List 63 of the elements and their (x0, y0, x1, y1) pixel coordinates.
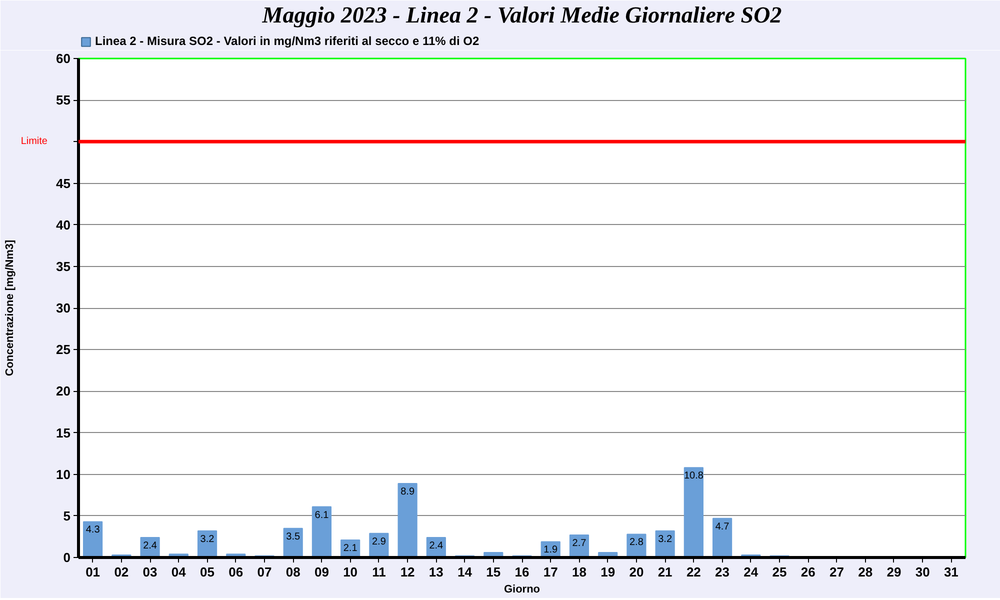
ref-line-label: Limite (20, 136, 48, 148)
data-label: 3.2 (200, 534, 215, 545)
x-tick-label: 02 (114, 564, 129, 580)
y-tick-label: 35 (56, 258, 71, 274)
legend-label: Linea 2 - Misura SO2 - Valori in mg/Nm3 riferiti al secco e 11% di O2 (95, 34, 480, 48)
x-tick-label: 09 (314, 564, 329, 580)
y-axis-title: Concentrazione [mg/Nm3] (4, 240, 16, 376)
x-tick-label: 17 (543, 564, 558, 580)
y-tick-label: 60 (56, 51, 71, 66)
data-label: 2.1 (343, 543, 358, 554)
x-tick-label: 12 (400, 564, 415, 580)
x-tick-label: 29 (886, 564, 902, 580)
x-tick-label: 16 (514, 564, 530, 580)
x-tick-label: 15 (486, 564, 501, 580)
y-tick-label: 15 (56, 425, 71, 440)
x-tick-label: 14 (458, 564, 473, 580)
x-tick-label: 19 (600, 564, 616, 580)
y-tick-label: 45 (56, 176, 71, 191)
x-tick-label: 08 (286, 564, 300, 580)
x-tick-label: 05 (200, 564, 214, 580)
y-tick-label: 10 (56, 466, 71, 482)
y-tick-label: 40 (56, 217, 71, 232)
data-label: 2.4 (429, 540, 444, 552)
x-tick-label: 01 (86, 564, 100, 580)
x-tick-label: 26 (800, 564, 816, 580)
data-label: 3.2 (658, 534, 672, 545)
data-label: 2.4 (143, 540, 158, 552)
data-label: 2.7 (572, 538, 587, 550)
x-tick-label: 18 (572, 564, 586, 580)
data-label: 1.9 (544, 544, 558, 556)
x-tick-label: 22 (686, 564, 701, 580)
x-tick-label: 30 (915, 564, 930, 580)
data-label: 6.1 (314, 510, 330, 521)
y-tick-label: 5 (63, 508, 71, 524)
data-label: 8.9 (400, 486, 415, 498)
x-tick-label: 24 (744, 564, 759, 580)
x-tick-label: 25 (772, 564, 787, 580)
data-label: 4.3 (86, 524, 100, 536)
data-label: 10.8 (684, 470, 704, 482)
x-tick-label: 06 (228, 564, 244, 580)
x-tick-label: 28 (858, 564, 873, 580)
x-tick-label: 31 (944, 564, 958, 580)
y-tick-label: 55 (56, 92, 71, 108)
x-tick-label: 27 (830, 564, 844, 580)
x-tick-label: 03 (142, 564, 158, 580)
data-label: 3.5 (286, 531, 300, 542)
y-tick-label: 30 (56, 300, 71, 316)
x-tick-label: 10 (343, 564, 358, 580)
y-tick-label: 25 (56, 342, 71, 358)
x-axis-title: Giorno (504, 584, 540, 596)
x-tick-label: 11 (372, 564, 386, 580)
x-tick-label: 04 (171, 564, 187, 580)
y-tick-label: 0 (63, 550, 71, 565)
y-tick-label: 20 (56, 384, 71, 399)
chart-title: Maggio 2023 - Linea 2 - Valori Medie Giornaliere SO2 (261, 2, 782, 28)
data-label: 2.9 (372, 536, 386, 548)
x-tick-label: 13 (428, 564, 444, 580)
x-tick-label: 07 (257, 564, 272, 580)
x-tick-label: 23 (715, 564, 730, 580)
data-label: 4.7 (715, 521, 730, 532)
data-label: 2.8 (630, 537, 644, 548)
x-tick-label: 20 (629, 564, 644, 580)
x-tick-label: 21 (658, 564, 672, 580)
